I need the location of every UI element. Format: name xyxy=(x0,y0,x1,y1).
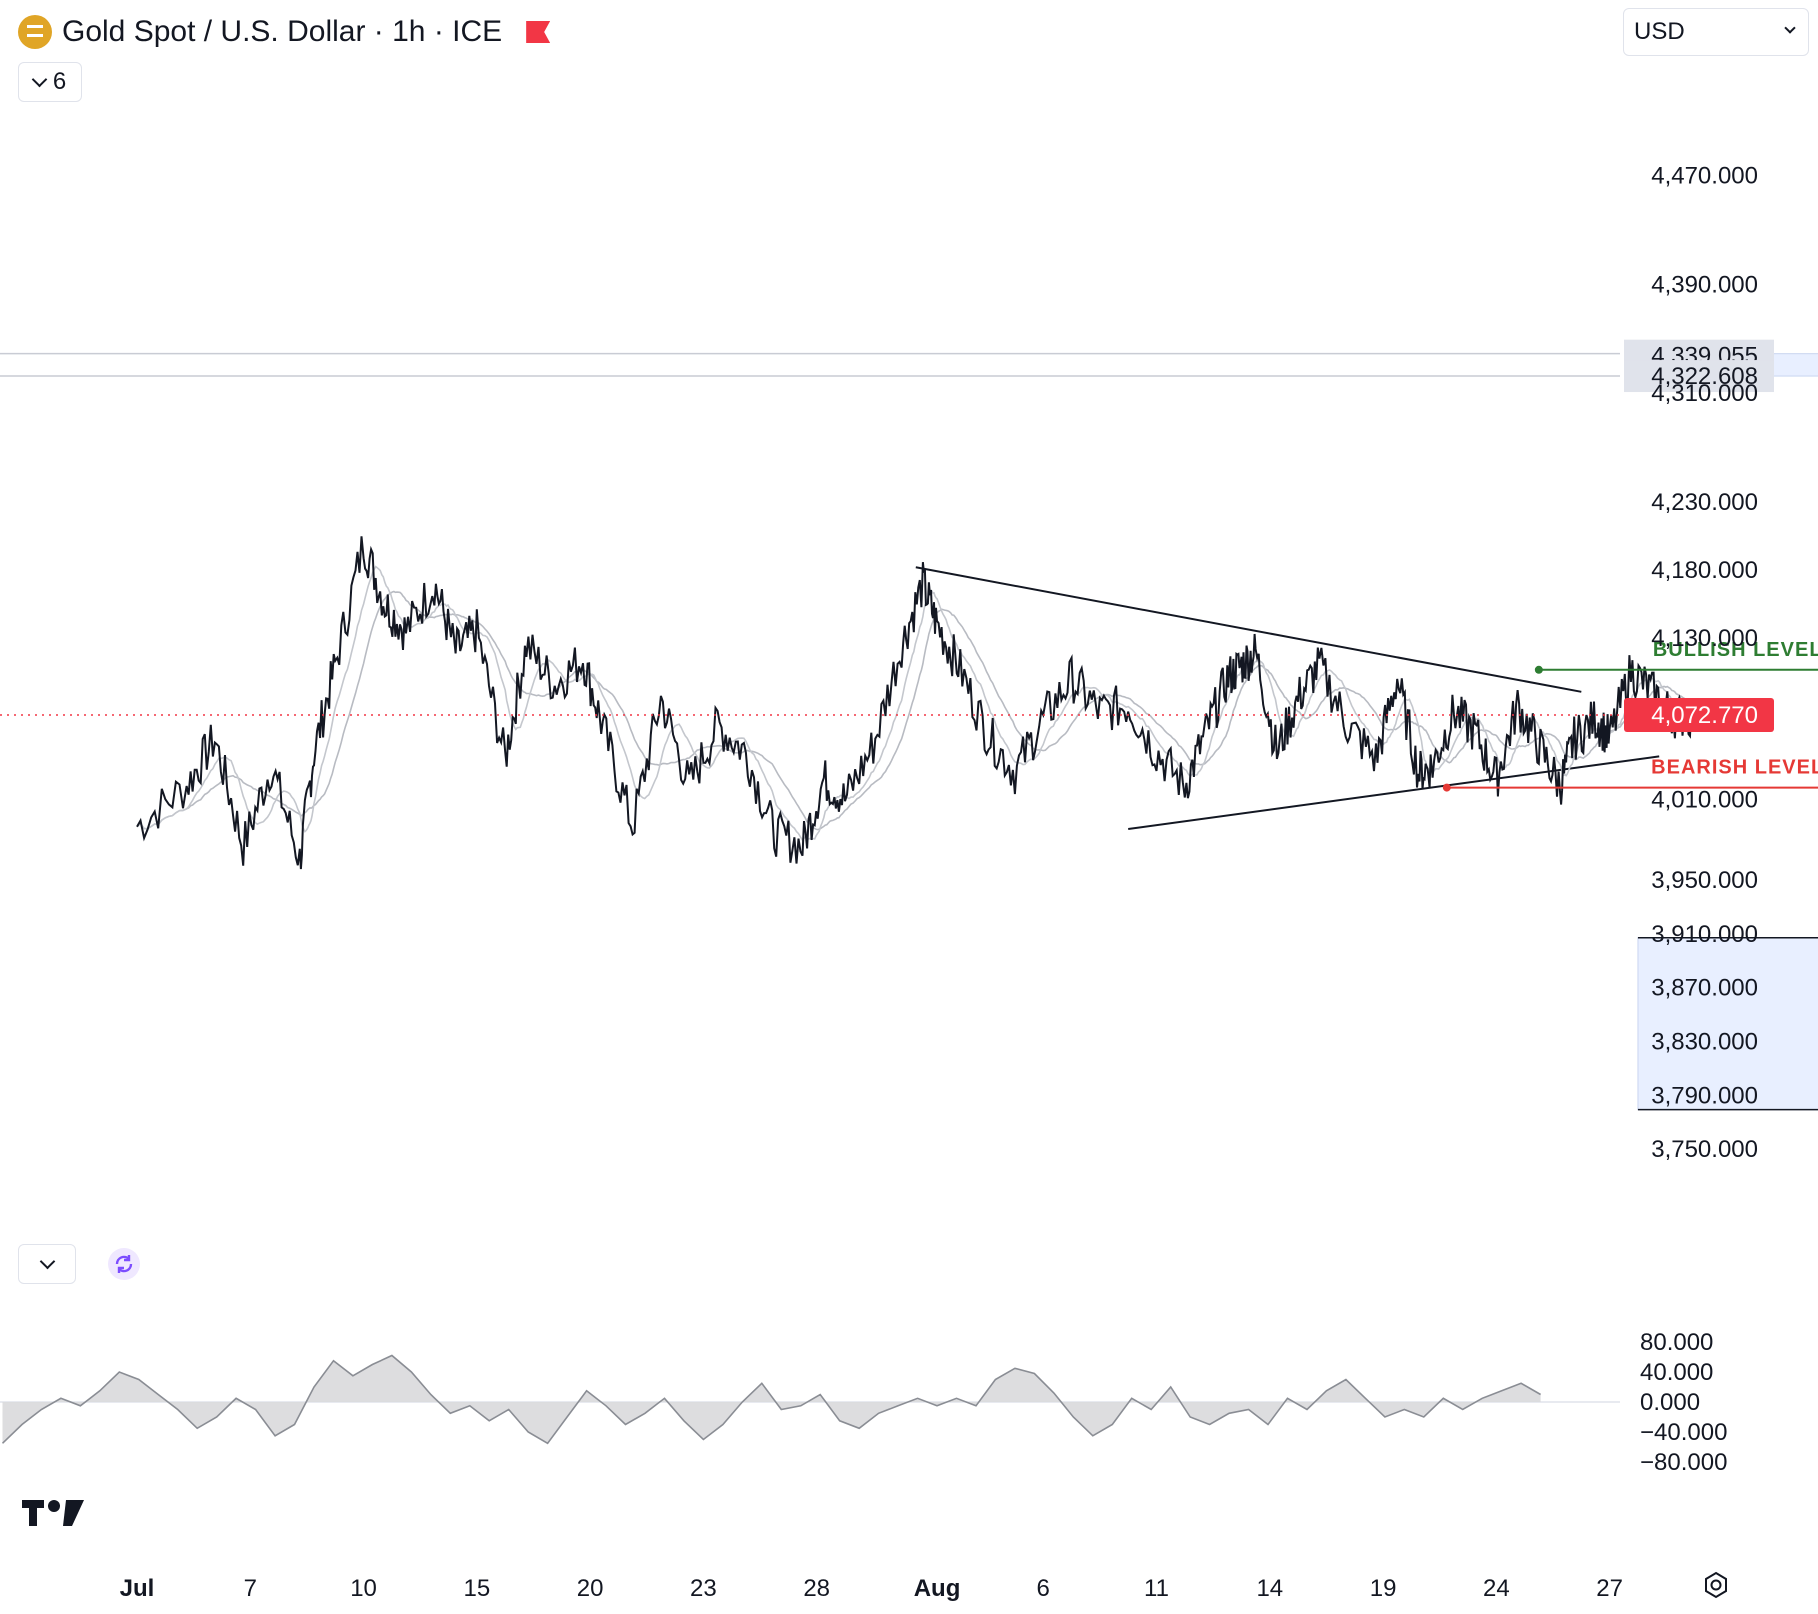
time-tick-label: 19 xyxy=(1370,1575,1397,1602)
time-tick-label: Jul xyxy=(120,1575,155,1602)
time-tick-label: 14 xyxy=(1256,1575,1283,1602)
oscillator-area xyxy=(2,1355,1541,1444)
oscillator-tick-label: −40.000 xyxy=(1640,1419,1727,1446)
oscillator-tick-label: 80.000 xyxy=(1640,1329,1713,1356)
zone-price-label: 4,322.608 xyxy=(1651,363,1758,390)
oscillator-line xyxy=(1,1354,1541,1445)
price-tick-label: 4,130.000 xyxy=(1651,625,1758,652)
trendlines-layer xyxy=(915,566,1660,830)
oscillator-series xyxy=(0,1354,1620,1445)
price-tick-label: 4,180.000 xyxy=(1651,557,1758,584)
tradingview-logo xyxy=(22,1500,84,1526)
gold-bars-icon xyxy=(18,15,52,49)
axis-layer: 4,470.000 4,390.000 4,310.000 4,230.000 4,18… xyxy=(120,163,1758,1602)
last-price-label: 4,072.770 xyxy=(1651,702,1758,729)
time-tick-label: 15 xyxy=(463,1575,490,1602)
price-tick-label: 3,950.000 xyxy=(1651,867,1758,894)
indicator-count: 6 xyxy=(52,68,67,95)
last-price-badge xyxy=(1624,697,1774,732)
price-tick-label: 4,470.000 xyxy=(1651,163,1758,190)
time-tick-label: 7 xyxy=(244,1575,257,1602)
zone-price-badge xyxy=(1624,360,1774,393)
price-tick-label: 3,750.000 xyxy=(1651,1136,1758,1163)
time-tick-label: Aug xyxy=(914,1575,961,1602)
price-tick-label: 3,870.000 xyxy=(1651,975,1758,1002)
fib-zone xyxy=(1637,937,1818,1111)
oscillator-collapse-button[interactable] xyxy=(18,1244,76,1284)
time-tick-label: 23 xyxy=(690,1575,717,1602)
ascending-support xyxy=(1128,755,1660,830)
chevron-down-icon xyxy=(1784,22,1796,34)
time-tick-label: 6 xyxy=(1037,1575,1050,1602)
symbol-title[interactable]: Gold Spot / U.S. Dollar · 1h · ICE xyxy=(62,15,503,48)
bullish-level-dot xyxy=(1534,665,1543,674)
oscillator-tick-label: −80.000 xyxy=(1640,1449,1727,1476)
price-tick-label: 3,790.000 xyxy=(1651,1082,1758,1109)
chevron-down-icon xyxy=(39,1253,55,1270)
chart-header: Gold Spot / U.S. Dollar · 1h · ICE xyxy=(18,10,551,54)
moving-average-fast xyxy=(136,565,1696,842)
chevron-down-icon xyxy=(31,71,48,88)
price-tick-label: 3,830.000 xyxy=(1651,1029,1758,1056)
bearish-level-label: BEARISH LEVEL xyxy=(1651,757,1818,779)
price-tick-label: 4,230.000 xyxy=(1651,489,1758,516)
oscillator-tick-label: 40.000 xyxy=(1640,1359,1713,1386)
bullish-level-label: BULLISH LEVEL xyxy=(1653,639,1818,661)
price-series xyxy=(136,536,1696,870)
gear-icon[interactable] xyxy=(1701,1570,1731,1600)
time-tick-label: 27 xyxy=(1596,1575,1623,1602)
flag-icon[interactable] xyxy=(526,21,551,43)
time-tick-label: 20 xyxy=(577,1575,604,1602)
time-tick-label: 11 xyxy=(1144,1575,1169,1602)
price-tick-label: 4,310.000 xyxy=(1651,380,1758,407)
oscillator-tick-label: 0.000 xyxy=(1640,1389,1700,1416)
time-tick-label: 24 xyxy=(1483,1575,1510,1602)
price-tick-label: 4,390.000 xyxy=(1651,271,1758,298)
currency-value: USD xyxy=(1634,18,1685,45)
time-tick-label: 10 xyxy=(350,1575,377,1602)
bearish-level-dot xyxy=(1442,783,1451,792)
currency-select[interactable]: USD xyxy=(1623,8,1809,56)
price-tick-label: 4,010.000 xyxy=(1651,786,1758,813)
price-tick-label: 3,910.000 xyxy=(1651,921,1758,948)
descending-resistance xyxy=(915,566,1582,693)
price-line xyxy=(136,536,1696,870)
indicators-collapse-button[interactable]: 6 xyxy=(18,62,82,102)
time-tick-label: 28 xyxy=(803,1575,830,1602)
refresh-icon[interactable] xyxy=(108,1248,140,1280)
